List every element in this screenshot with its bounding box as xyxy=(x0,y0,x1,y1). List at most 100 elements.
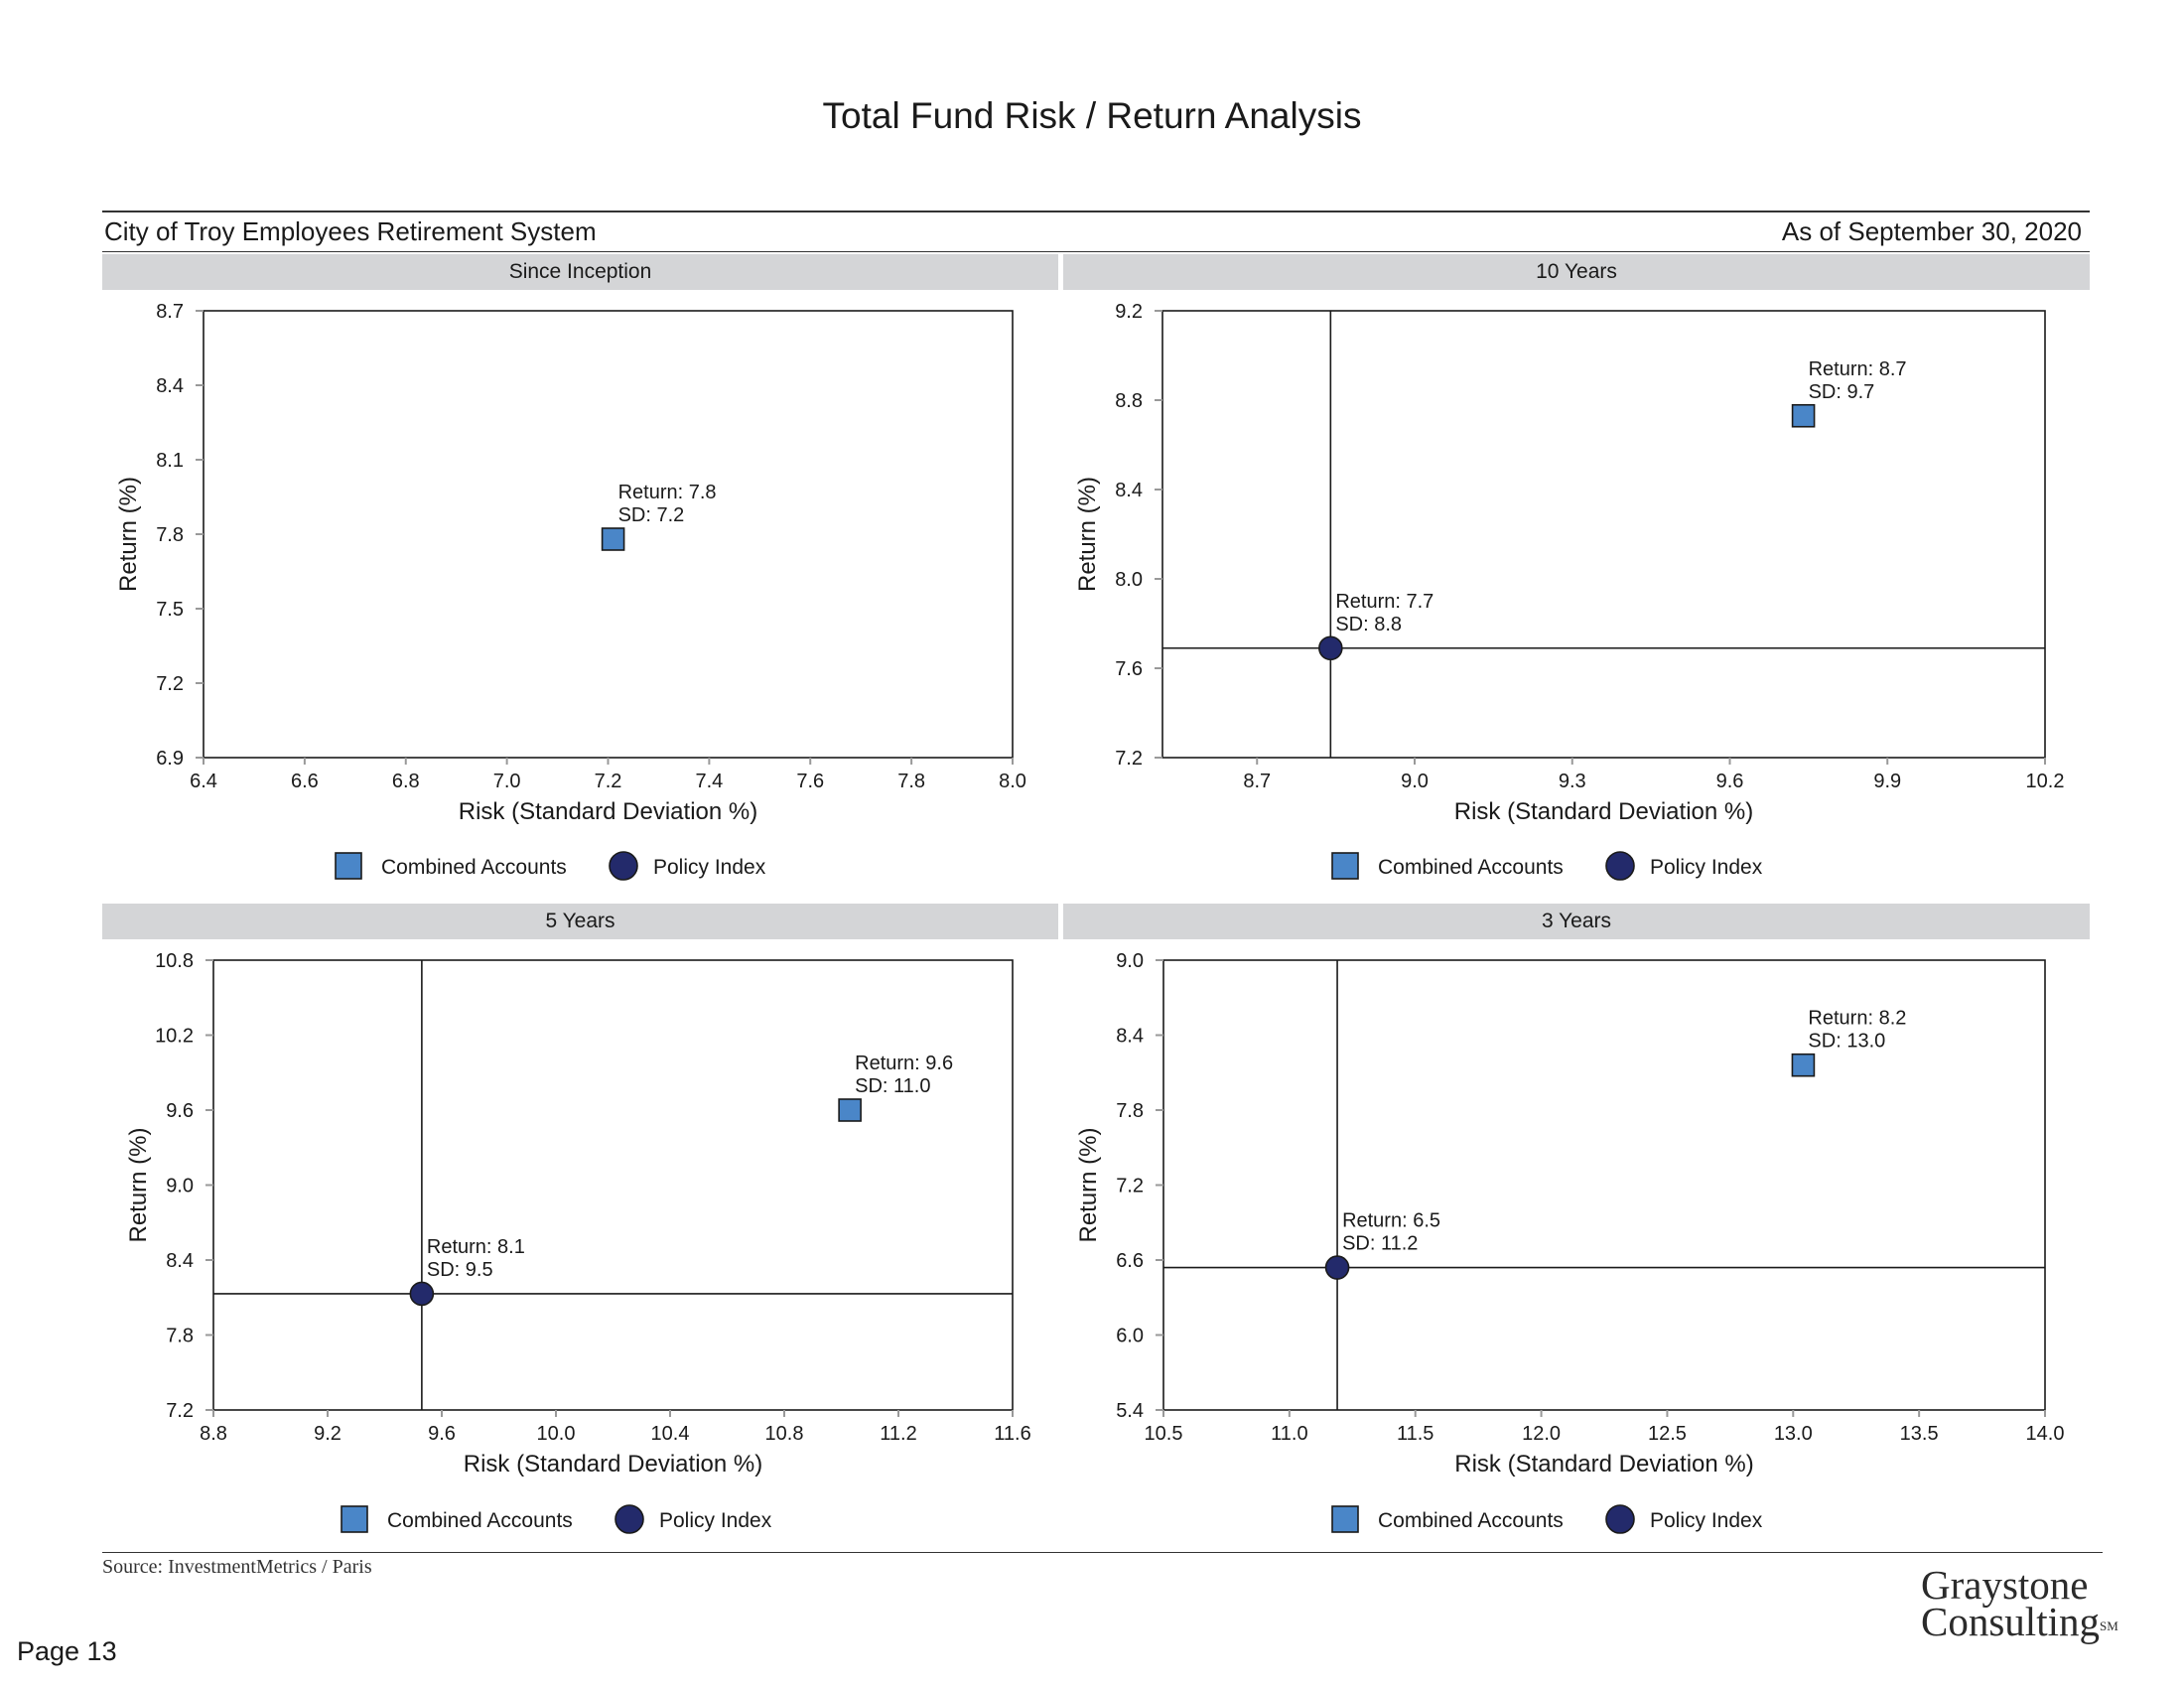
legend-policy-index-label: Policy Index xyxy=(1650,1509,1763,1532)
legend-policy-index-swatch xyxy=(609,851,638,881)
chart-since-inception: 6.4 6.6 6.8 7.0 7.2 7.4 7.6 7.8 8.0 6.9 7.2 7.5 7.8 8… xyxy=(0,0,1092,894)
chart-svg: 8.7 9.0 9.3 9.6 9.9 10.2 7.2 7.6 8.0 8.4 8.8 9.2 Ris… xyxy=(1074,301,2065,881)
data-label-sd: SD: 11.0 xyxy=(855,1075,930,1097)
x-tick-label: 7.2 xyxy=(595,771,622,792)
x-tick-label: 10.8 xyxy=(765,1423,804,1445)
legend-combined-accounts-swatch xyxy=(335,852,362,880)
panel-header-3-years: 3 Years xyxy=(1063,904,2090,939)
legend-combined-accounts-swatch xyxy=(1331,1505,1359,1533)
combined-accounts-point xyxy=(838,1098,862,1122)
x-tick-label: 9.6 xyxy=(428,1423,456,1445)
y-tick-label: 5.4 xyxy=(1116,1400,1144,1422)
y-axis-label: Return (%) xyxy=(1075,1127,1102,1242)
x-axis-label: Risk (Standard Deviation %) xyxy=(1454,1451,1753,1477)
x-tick-label: 10.2 xyxy=(2026,771,2065,792)
x-tick-label: 10.0 xyxy=(537,1423,576,1445)
legend-combined-accounts-label: Combined Accounts xyxy=(1378,856,1564,879)
header-top-rule xyxy=(102,211,2090,212)
x-tick-label: 11.0 xyxy=(1271,1423,1307,1445)
x-tick-label: 9.6 xyxy=(1716,771,1744,792)
y-tick-label: 6.0 xyxy=(1116,1326,1144,1347)
x-tick-label: 14.0 xyxy=(2026,1423,2065,1445)
chart-5-years: 8.8 9.2 9.6 10.0 10.4 10.8 11.2 11.6 7.2 7.8 8.4 9.… xyxy=(0,0,1092,1549)
legend-policy-index-swatch xyxy=(614,1504,644,1534)
y-axis-label: Return (%) xyxy=(125,1127,152,1242)
combined-accounts-point xyxy=(1791,403,1816,428)
chart-svg: 6.4 6.6 6.8 7.0 7.2 7.4 7.6 7.8 8.0 6.9 7.2 7.5 7.8 8… xyxy=(115,301,1026,881)
y-tick-label: 8.4 xyxy=(1115,480,1143,501)
data-label-return: Return: 7.8 xyxy=(618,482,717,503)
data-label-sd: SD: 13.0 xyxy=(1808,1031,1885,1053)
organization-name: City of Troy Employees Retirement System xyxy=(104,216,597,246)
legend-policy-index-swatch xyxy=(1605,1504,1635,1534)
x-tick-label: 6.8 xyxy=(392,771,420,792)
x-tick-label: 7.8 xyxy=(897,771,925,792)
data-label-return: Return: 8.2 xyxy=(1808,1008,1906,1030)
y-tick-label: 9.0 xyxy=(166,1176,194,1197)
legend-policy-index-label: Policy Index xyxy=(659,1509,772,1532)
logo-service-mark: SM xyxy=(2099,1618,2118,1633)
y-tick-label: 9.0 xyxy=(1116,950,1144,972)
x-tick-label: 6.4 xyxy=(190,771,217,792)
chart-svg: 10.5 11.0 11.5 12.0 12.5 13.0 13.5 14.0 5.4 6.0 6.… xyxy=(1075,950,2065,1534)
x-axis-label: Risk (Standard Deviation %) xyxy=(459,798,757,825)
y-tick-label: 9.6 xyxy=(166,1100,194,1122)
y-tick-label: 6.6 xyxy=(1116,1250,1144,1272)
data-label-return: Return: 9.6 xyxy=(855,1053,953,1074)
y-tick-label: 9.2 xyxy=(1115,301,1143,323)
data-label-sd: SD: 9.7 xyxy=(1809,381,1875,403)
chart-svg: 8.8 9.2 9.6 10.0 10.4 10.8 11.2 11.6 7.2 7.8 8.4 9.… xyxy=(125,950,1031,1534)
y-tick-label: 7.8 xyxy=(166,1326,194,1347)
x-tick-label: 8.0 xyxy=(999,771,1026,792)
x-tick-label: 11.5 xyxy=(1397,1423,1433,1445)
data-label-return: Return: 7.7 xyxy=(1335,591,1433,613)
chart-10-years: 8.7 9.0 9.3 9.6 9.9 10.2 7.2 7.6 8.0 8.4 8.8 9.2 Ris… xyxy=(1074,301,2065,881)
x-tick-label: 6.6 xyxy=(291,771,319,792)
panel-header-5-years: 5 Years xyxy=(102,904,1058,939)
combined-accounts-point xyxy=(1791,1053,1816,1077)
data-label-sd: SD: 8.8 xyxy=(1335,614,1402,635)
data-label-return: Return: 8.1 xyxy=(427,1236,525,1258)
combined-accounts-point xyxy=(601,527,625,551)
logo-line-2: ConsultingSM xyxy=(1921,1602,2159,1642)
legend-combined-accounts-label: Combined Accounts xyxy=(387,1509,573,1532)
policy-index-point xyxy=(409,1281,435,1307)
x-tick-label: 10.5 xyxy=(1145,1423,1183,1445)
x-tick-label: 13.0 xyxy=(1774,1423,1813,1445)
legend-policy-index-swatch xyxy=(1605,851,1635,881)
x-axis-label: Risk (Standard Deviation %) xyxy=(464,1451,762,1477)
x-tick-label: 7.6 xyxy=(796,771,824,792)
y-tick-label: 10.8 xyxy=(155,950,194,972)
panel-header-since-inception: Since Inception xyxy=(102,254,1058,290)
x-tick-label: 8.8 xyxy=(200,1423,227,1445)
y-tick-label: 8.4 xyxy=(166,1250,194,1272)
y-tick-label: 7.2 xyxy=(1116,1176,1144,1197)
policy-index-point xyxy=(1318,635,1343,661)
x-tick-label: 12.5 xyxy=(1648,1423,1687,1445)
y-tick-label: 7.2 xyxy=(166,1400,194,1422)
page-number: Page 13 xyxy=(17,1636,117,1666)
y-tick-label: 8.1 xyxy=(156,450,184,472)
x-tick-label: 10.4 xyxy=(651,1423,690,1445)
plot-frame xyxy=(1161,310,2046,759)
y-tick-label: 7.6 xyxy=(1115,658,1143,680)
y-tick-label: 7.5 xyxy=(156,599,184,621)
y-tick-label: 8.0 xyxy=(1115,569,1143,591)
x-tick-label: 9.9 xyxy=(1873,771,1901,792)
footer-rule xyxy=(102,1552,2103,1553)
y-tick-label: 7.8 xyxy=(1116,1100,1144,1122)
legend-policy-index-label: Policy Index xyxy=(653,856,766,879)
y-axis-label: Return (%) xyxy=(1074,477,1101,592)
legend-combined-accounts-label: Combined Accounts xyxy=(381,856,567,879)
y-tick-label: 10.2 xyxy=(155,1026,194,1048)
logo-line-1: Graystone xyxy=(1921,1562,2089,1608)
data-label-return: Return: 6.5 xyxy=(1342,1210,1440,1232)
x-tick-label: 8.7 xyxy=(1243,771,1271,792)
x-tick-label: 11.2 xyxy=(880,1423,916,1445)
y-tick-label: 7.2 xyxy=(1115,748,1143,770)
x-tick-label: 13.5 xyxy=(1900,1423,1939,1445)
y-tick-label: 7.8 xyxy=(156,524,184,546)
plot-frame xyxy=(1162,959,2046,1411)
policy-index-point xyxy=(1324,1255,1350,1280)
data-label-sd: SD: 9.5 xyxy=(427,1259,493,1281)
